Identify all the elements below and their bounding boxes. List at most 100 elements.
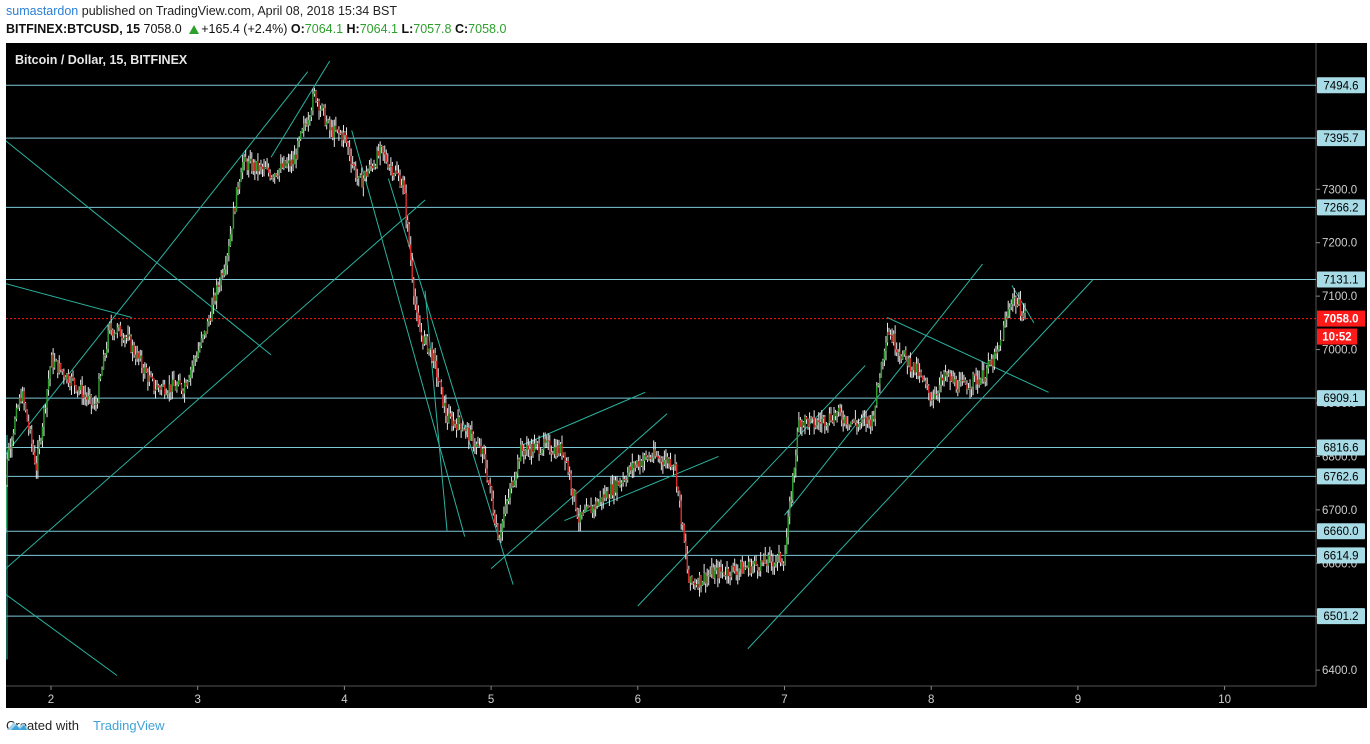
candle-body [628, 466, 630, 473]
candle-body [633, 463, 635, 469]
candle-body [251, 158, 253, 172]
tradingview-link[interactable]: TradingView [92, 718, 165, 733]
chart-area[interactable]: 6400.06500.06600.06700.06800.06900.07000… [6, 43, 1367, 708]
candle-body [131, 345, 134, 352]
candle-body [535, 442, 537, 444]
candle-body [312, 93, 314, 111]
candle-body [923, 380, 925, 382]
candle-body [138, 352, 140, 359]
candle-body [613, 480, 615, 496]
candle-body [287, 160, 290, 164]
candle-body [559, 443, 562, 454]
candle-body [186, 381, 189, 386]
candle-body [243, 156, 245, 162]
author-link[interactable]: sumastardon [6, 4, 79, 18]
candle-body [917, 363, 919, 376]
candle-body [371, 165, 374, 169]
candle-body [573, 490, 575, 497]
candle-body [20, 397, 22, 402]
candle-body [516, 459, 519, 474]
candle-body [555, 446, 557, 457]
x-tick-label: 2 [48, 694, 54, 706]
candle-body [727, 568, 730, 577]
candle-body [879, 377, 881, 384]
candle-body [980, 378, 982, 385]
up-arrow-icon [189, 25, 200, 34]
candle-body [154, 389, 157, 391]
candle-body [778, 552, 780, 556]
candle-body [649, 457, 652, 459]
candle-body [802, 421, 805, 426]
candle-body [365, 171, 368, 177]
candle-body [579, 512, 582, 523]
candle-body [593, 506, 595, 510]
candle-body [588, 506, 591, 508]
candle-body [165, 394, 167, 396]
candle-body [458, 416, 461, 425]
candle-body [538, 443, 540, 454]
candle-body [900, 356, 902, 360]
candle-body [937, 393, 939, 395]
price-chart[interactable]: 6400.06500.06600.06700.06800.06900.07000… [6, 43, 1367, 708]
candle-body [578, 517, 580, 523]
candle-body [478, 445, 481, 447]
candle-body [238, 181, 241, 190]
level-label-box [1317, 130, 1365, 147]
candle-body [351, 163, 354, 165]
candle-body [199, 346, 201, 351]
candle-body [449, 413, 452, 417]
candle-body [840, 412, 843, 420]
candle-body [498, 537, 501, 540]
candle-body [1013, 297, 1016, 299]
candle-body [142, 367, 144, 374]
candle-body [377, 150, 380, 156]
candle-body [413, 279, 415, 297]
candle-body [211, 304, 213, 321]
candle-body [914, 362, 916, 373]
candle-body [319, 109, 322, 111]
candle-body [955, 379, 957, 390]
candle-body [657, 455, 659, 459]
candle-body [64, 376, 67, 380]
trend-line [784, 263, 983, 516]
candle-body [278, 169, 281, 177]
candle-body [225, 265, 227, 270]
trend-line [351, 130, 466, 537]
candle-body [947, 373, 950, 375]
candle-body [692, 582, 695, 584]
candle-body [258, 165, 261, 172]
candle-body [70, 376, 73, 387]
candle-body [272, 176, 274, 178]
candle-body [656, 455, 658, 457]
candle-body [689, 576, 692, 583]
candle-body [895, 349, 898, 353]
candle-body [546, 440, 548, 443]
candle-body [902, 354, 904, 360]
candle-body [750, 566, 753, 574]
trend-line [1011, 285, 1035, 324]
candle-body [107, 330, 109, 349]
candle-body [431, 348, 433, 362]
candle-body [547, 440, 549, 442]
candle-body [630, 466, 632, 471]
candle-body [928, 385, 930, 394]
candle-body [524, 450, 527, 455]
candle-body [785, 537, 788, 554]
candle-body [90, 394, 93, 405]
candle-body [686, 553, 689, 570]
candle-body [831, 420, 834, 423]
candle-body [252, 162, 255, 172]
candle-body [325, 121, 328, 126]
candle-body [426, 336, 429, 353]
candle-body [960, 379, 962, 382]
candle-body [932, 398, 935, 401]
candle-body [520, 444, 522, 462]
candle-body [836, 411, 838, 417]
candle-body [339, 132, 342, 134]
candle-body [376, 150, 378, 167]
candle-body [957, 389, 959, 393]
candle-body [552, 453, 554, 455]
candle-body [591, 506, 594, 514]
candle-body [1016, 304, 1019, 307]
candle-body [193, 358, 195, 366]
